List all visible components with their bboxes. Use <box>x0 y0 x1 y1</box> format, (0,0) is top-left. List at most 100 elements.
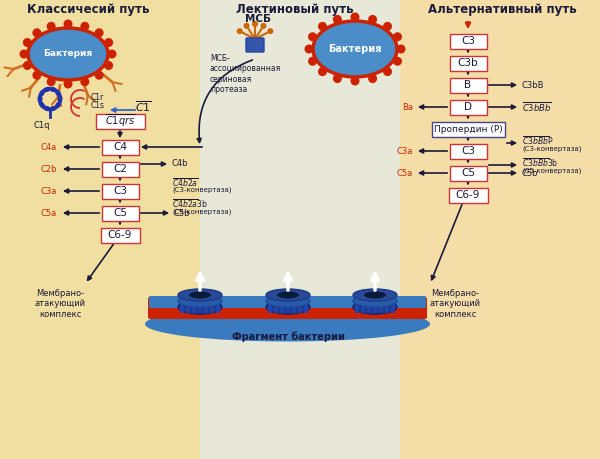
Text: МСБ-
ассоциированная
сериновая
протеаза: МСБ- ассоциированная сериновая протеаза <box>210 54 281 94</box>
Circle shape <box>318 67 327 76</box>
Text: Альтернативный путь: Альтернативный путь <box>428 2 577 16</box>
Text: C3b: C3b <box>458 58 478 68</box>
Ellipse shape <box>266 289 310 301</box>
Text: C3: C3 <box>461 36 475 46</box>
Text: C3: C3 <box>461 146 475 156</box>
Bar <box>379 303 383 313</box>
FancyBboxPatch shape <box>101 162 139 177</box>
Bar <box>355 303 359 313</box>
Ellipse shape <box>178 300 222 314</box>
Bar <box>210 303 214 313</box>
Text: C2b: C2b <box>41 164 57 174</box>
Text: C6-9: C6-9 <box>108 230 132 240</box>
Circle shape <box>383 22 392 31</box>
Bar <box>0 0 200 459</box>
Circle shape <box>368 15 377 24</box>
Circle shape <box>393 57 402 66</box>
Text: C2: C2 <box>113 164 127 174</box>
Text: C3a: C3a <box>397 146 413 156</box>
Text: B: B <box>464 80 472 90</box>
Circle shape <box>244 23 250 29</box>
Text: C5: C5 <box>113 208 127 218</box>
FancyBboxPatch shape <box>101 228 139 242</box>
Text: Пропердин (Р): Пропердин (Р) <box>434 124 502 134</box>
Ellipse shape <box>145 307 430 341</box>
FancyBboxPatch shape <box>431 122 505 136</box>
FancyBboxPatch shape <box>101 206 139 220</box>
Bar <box>385 303 389 313</box>
Bar <box>280 303 284 313</box>
Text: C5b: C5b <box>174 208 191 218</box>
FancyBboxPatch shape <box>246 38 264 52</box>
Circle shape <box>47 22 56 31</box>
Bar <box>204 303 208 313</box>
FancyBboxPatch shape <box>449 166 487 180</box>
Ellipse shape <box>266 295 310 307</box>
Text: C1q: C1q <box>34 121 50 130</box>
Circle shape <box>350 77 359 85</box>
Circle shape <box>333 74 342 83</box>
Ellipse shape <box>38 101 45 109</box>
Text: $\overline{C1qrs}$: $\overline{C1qrs}$ <box>105 112 135 129</box>
FancyBboxPatch shape <box>449 187 487 202</box>
Text: (С5-конвертаза): (С5-конвертаза) <box>172 209 232 215</box>
Circle shape <box>104 61 113 70</box>
Text: Мембрано-
атакующий
комплекс: Мембрано- атакующий комплекс <box>430 289 481 319</box>
FancyBboxPatch shape <box>95 113 145 129</box>
Text: C4: C4 <box>113 142 127 152</box>
Circle shape <box>252 21 258 27</box>
Circle shape <box>368 74 377 83</box>
Text: C3bB: C3bB <box>522 80 545 90</box>
Text: $\overline{C3bBb}$: $\overline{C3bBb}$ <box>522 100 551 114</box>
Ellipse shape <box>353 300 397 314</box>
Text: C3: C3 <box>113 186 127 196</box>
Circle shape <box>95 71 104 80</box>
Circle shape <box>104 38 113 47</box>
Ellipse shape <box>38 89 45 97</box>
Circle shape <box>19 50 29 58</box>
Ellipse shape <box>49 87 58 92</box>
Circle shape <box>318 22 327 31</box>
Ellipse shape <box>55 89 61 97</box>
FancyBboxPatch shape <box>449 56 487 71</box>
Bar <box>186 303 190 313</box>
FancyBboxPatch shape <box>101 184 139 198</box>
Bar <box>298 303 302 313</box>
Bar <box>180 303 184 313</box>
Circle shape <box>308 32 317 41</box>
FancyBboxPatch shape <box>149 296 426 308</box>
Circle shape <box>236 28 242 34</box>
Circle shape <box>64 19 73 28</box>
Circle shape <box>397 45 406 54</box>
Text: Ba: Ba <box>402 102 413 112</box>
Bar <box>274 303 278 313</box>
Text: C4b: C4b <box>172 159 188 168</box>
Ellipse shape <box>43 87 51 92</box>
Bar <box>304 303 308 313</box>
Text: C1s: C1s <box>91 101 105 110</box>
Circle shape <box>80 77 89 86</box>
Text: C5a: C5a <box>397 168 413 178</box>
Circle shape <box>80 22 89 31</box>
Circle shape <box>47 77 56 86</box>
FancyBboxPatch shape <box>148 297 427 319</box>
Text: (С5-конвертаза): (С5-конвертаза) <box>522 168 581 174</box>
Bar <box>192 303 196 313</box>
Circle shape <box>383 67 392 76</box>
Ellipse shape <box>313 21 397 77</box>
Ellipse shape <box>28 28 108 80</box>
Text: $\overline{C4b2a}$: $\overline{C4b2a}$ <box>172 177 199 189</box>
Circle shape <box>305 45 314 54</box>
Text: C4a: C4a <box>41 142 57 151</box>
Circle shape <box>350 12 359 22</box>
Text: C3a: C3a <box>41 186 57 196</box>
FancyBboxPatch shape <box>101 140 139 155</box>
Text: $\overline{C1}$: $\overline{C1}$ <box>134 100 151 114</box>
Ellipse shape <box>37 95 43 103</box>
Ellipse shape <box>55 101 61 109</box>
Text: C6-9: C6-9 <box>456 190 480 200</box>
Circle shape <box>23 38 32 47</box>
Ellipse shape <box>353 295 397 307</box>
FancyBboxPatch shape <box>449 100 487 114</box>
Text: Классичесий путь: Классичесий путь <box>27 2 149 16</box>
